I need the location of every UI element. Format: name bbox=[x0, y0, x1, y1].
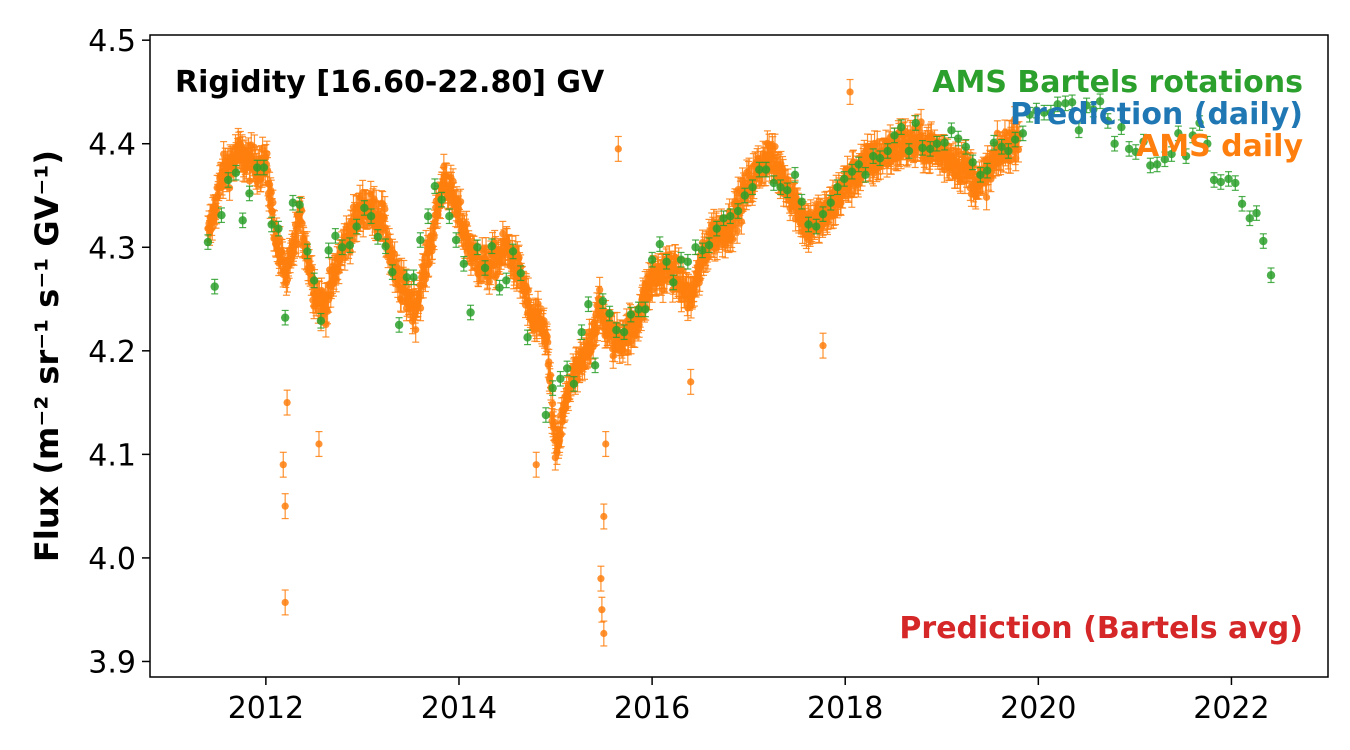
daily-point bbox=[733, 227, 741, 235]
daily-point bbox=[771, 143, 779, 151]
daily-point bbox=[279, 250, 287, 258]
ams-daily-series bbox=[204, 78, 1023, 647]
daily-point bbox=[457, 198, 465, 206]
daily-point bbox=[627, 337, 635, 345]
daily-point bbox=[596, 286, 604, 294]
daily-point bbox=[550, 418, 558, 426]
daily-point bbox=[381, 224, 390, 232]
daily-point bbox=[485, 278, 493, 286]
daily-point bbox=[499, 230, 507, 238]
daily-point bbox=[544, 338, 552, 346]
daily-point bbox=[381, 205, 389, 213]
daily-point bbox=[416, 304, 425, 312]
daily-point bbox=[648, 286, 656, 294]
daily-point bbox=[269, 199, 277, 207]
daily-point bbox=[549, 400, 557, 408]
daily-point bbox=[729, 235, 737, 243]
daily-point bbox=[298, 219, 306, 227]
daily-point bbox=[323, 307, 332, 315]
daily-point bbox=[545, 358, 553, 366]
daily-point bbox=[263, 150, 271, 158]
daily-point bbox=[659, 286, 667, 294]
daily-point bbox=[283, 275, 292, 284]
daily-point bbox=[208, 224, 216, 232]
daily-point bbox=[225, 184, 234, 192]
daily-point bbox=[412, 326, 420, 334]
daily-point bbox=[397, 296, 405, 304]
